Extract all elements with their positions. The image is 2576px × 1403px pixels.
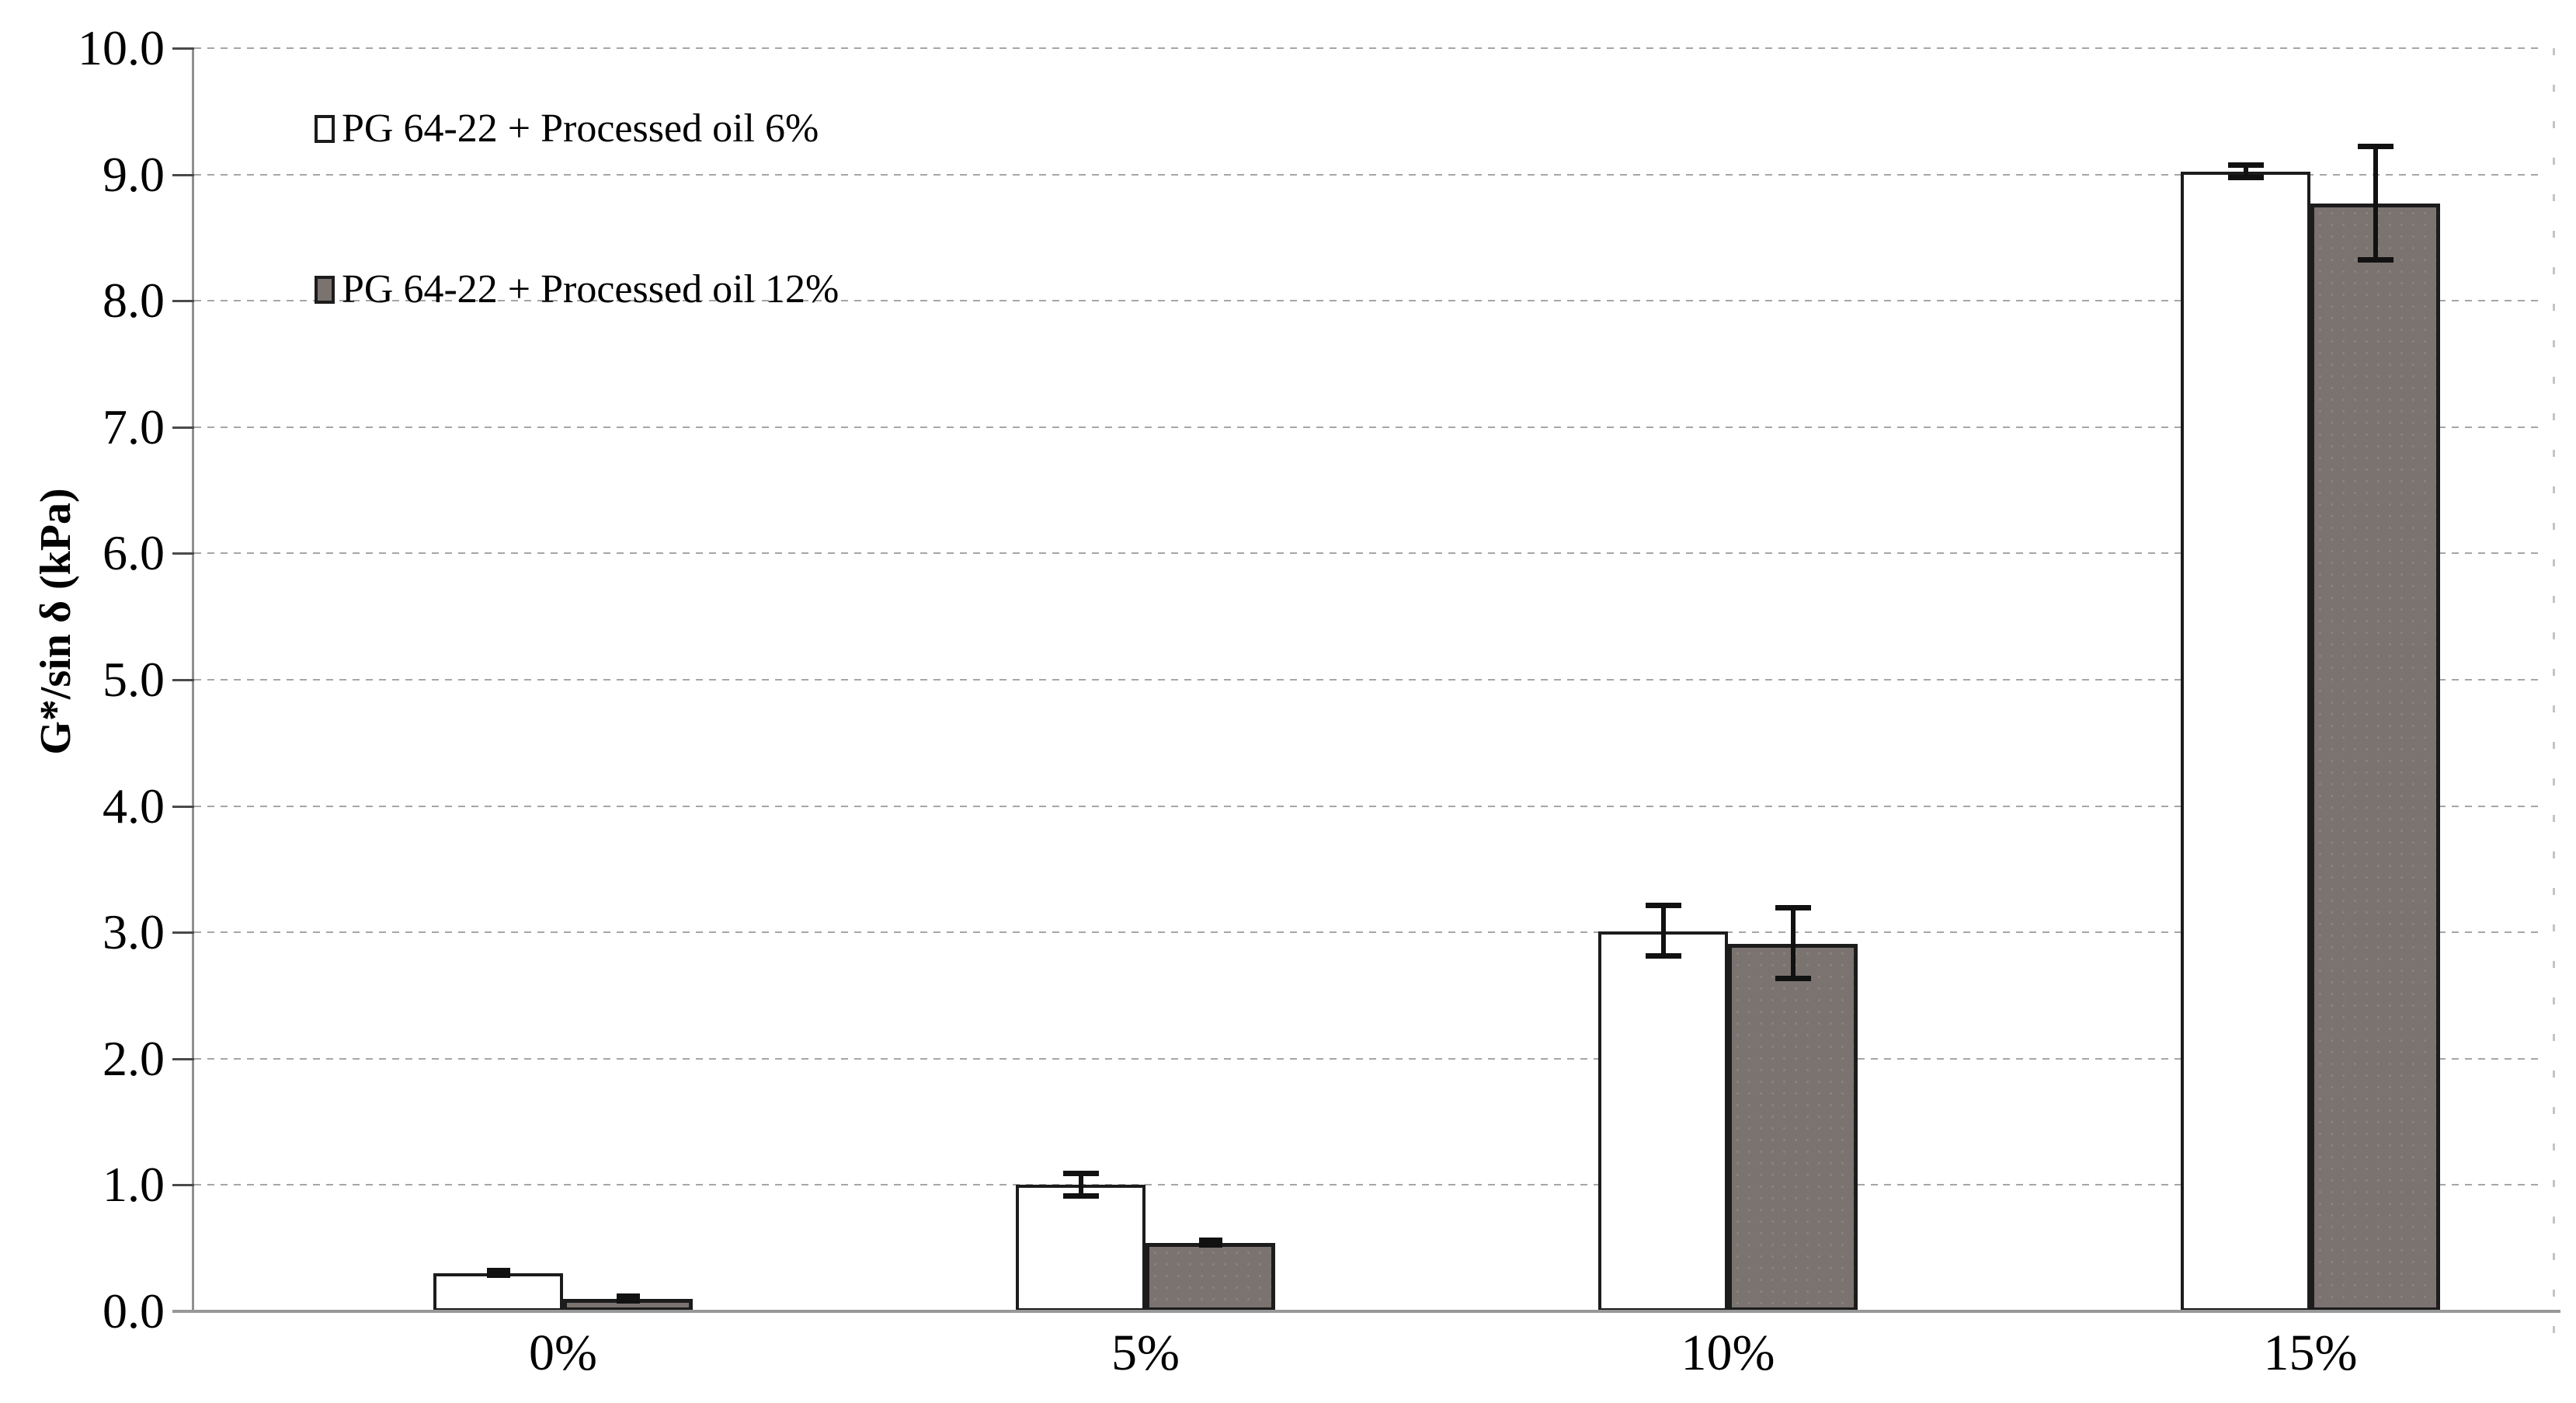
y-tick-label: 0.0 xyxy=(103,1283,165,1339)
plot-right-dotted-border xyxy=(2553,48,2555,1349)
error-bar-line xyxy=(1078,1173,1083,1197)
y-tick-label: 10.0 xyxy=(78,20,165,75)
error-bar-cap xyxy=(1775,976,1811,982)
gridline xyxy=(194,1057,2541,1060)
error-bar-cap xyxy=(616,1293,640,1299)
legend-swatch-series1 xyxy=(315,115,335,143)
gridline xyxy=(194,426,2541,428)
legend-swatch-series2 xyxy=(315,276,335,304)
y-axis-tick xyxy=(172,1184,194,1187)
y-axis-tick xyxy=(172,931,194,935)
error-bar-cap xyxy=(1198,1237,1222,1243)
y-axis-tick xyxy=(172,300,194,303)
x-axis-line xyxy=(172,1310,2560,1313)
y-tick-label: 9.0 xyxy=(103,146,165,202)
gridline xyxy=(194,679,2541,681)
error-bar-cap xyxy=(1198,1242,1222,1248)
y-tick-label: 5.0 xyxy=(103,652,165,707)
y-axis-tick xyxy=(172,47,194,50)
y-axis-tick xyxy=(172,679,194,681)
error-bar-cap xyxy=(1645,953,1681,959)
y-axis-tick xyxy=(172,173,194,176)
error-bar-line xyxy=(1660,906,1666,957)
x-category-label: 5% xyxy=(1111,1325,1180,1381)
error-bar-cap xyxy=(1775,905,1811,911)
x-category-label: 10% xyxy=(1681,1325,1775,1381)
error-bar-cap xyxy=(486,1272,510,1279)
gridline xyxy=(194,173,2541,176)
error-bar-cap xyxy=(616,1298,640,1304)
bar-10%-series1 xyxy=(1598,931,1728,1311)
y-tick-label: 7.0 xyxy=(103,399,165,454)
y-tick-label: 1.0 xyxy=(103,1157,165,1213)
error-bar-cap xyxy=(1645,903,1681,909)
gridline xyxy=(194,300,2541,302)
error-bar-cap xyxy=(2357,257,2393,263)
x-category-label: 0% xyxy=(529,1325,597,1381)
bar-0%-series1 xyxy=(433,1273,563,1311)
bar-5%-series2 xyxy=(1145,1243,1275,1311)
bar-15%-series2 xyxy=(2310,204,2440,1311)
y-tick-label: 2.0 xyxy=(103,1030,165,1086)
error-bar-cap xyxy=(2227,162,2264,169)
bar-5%-series1 xyxy=(1016,1185,1145,1311)
y-tick-label: 6.0 xyxy=(103,525,165,581)
bar-15%-series1 xyxy=(2181,172,2310,1311)
error-bar-cap xyxy=(2357,143,2393,149)
plot-area xyxy=(172,47,2560,1349)
error-bar-line xyxy=(1790,908,1796,980)
legend-label: PG 64-22 + Processed oil 6% xyxy=(342,106,819,151)
y-tick-label: 3.0 xyxy=(103,904,165,960)
y-axis-tick xyxy=(172,805,194,808)
y-axis-tick xyxy=(172,1057,194,1060)
y-axis-tick xyxy=(172,426,194,429)
gridline xyxy=(194,47,2541,49)
gridline xyxy=(194,931,2541,934)
x-category-label: 15% xyxy=(2263,1325,2358,1381)
y-tick-label: 4.0 xyxy=(103,778,165,834)
gridline xyxy=(194,1184,2541,1186)
gridline xyxy=(194,552,2541,555)
error-bar-cap xyxy=(1062,1193,1099,1199)
error-bar-cap xyxy=(486,1267,510,1273)
y-axis-tick xyxy=(172,552,194,555)
y-tick-label: 8.0 xyxy=(103,273,165,329)
bar-10%-series2 xyxy=(1728,943,1858,1311)
error-bar-line xyxy=(2373,146,2378,261)
error-bar-line xyxy=(2243,165,2248,179)
gridline xyxy=(194,805,2541,807)
error-bar-cap xyxy=(1062,1170,1099,1176)
legend-label: PG 64-22 + Processed oil 12% xyxy=(342,267,840,312)
legend: PG 64-22 + Processed oil 6% PG 64-22 + Pr… xyxy=(315,104,839,315)
legend-item: PG 64-22 + Processed oil 12% xyxy=(315,265,839,315)
legend-item: PG 64-22 + Processed oil 6% xyxy=(315,104,839,154)
error-bar-cap xyxy=(2227,175,2264,181)
